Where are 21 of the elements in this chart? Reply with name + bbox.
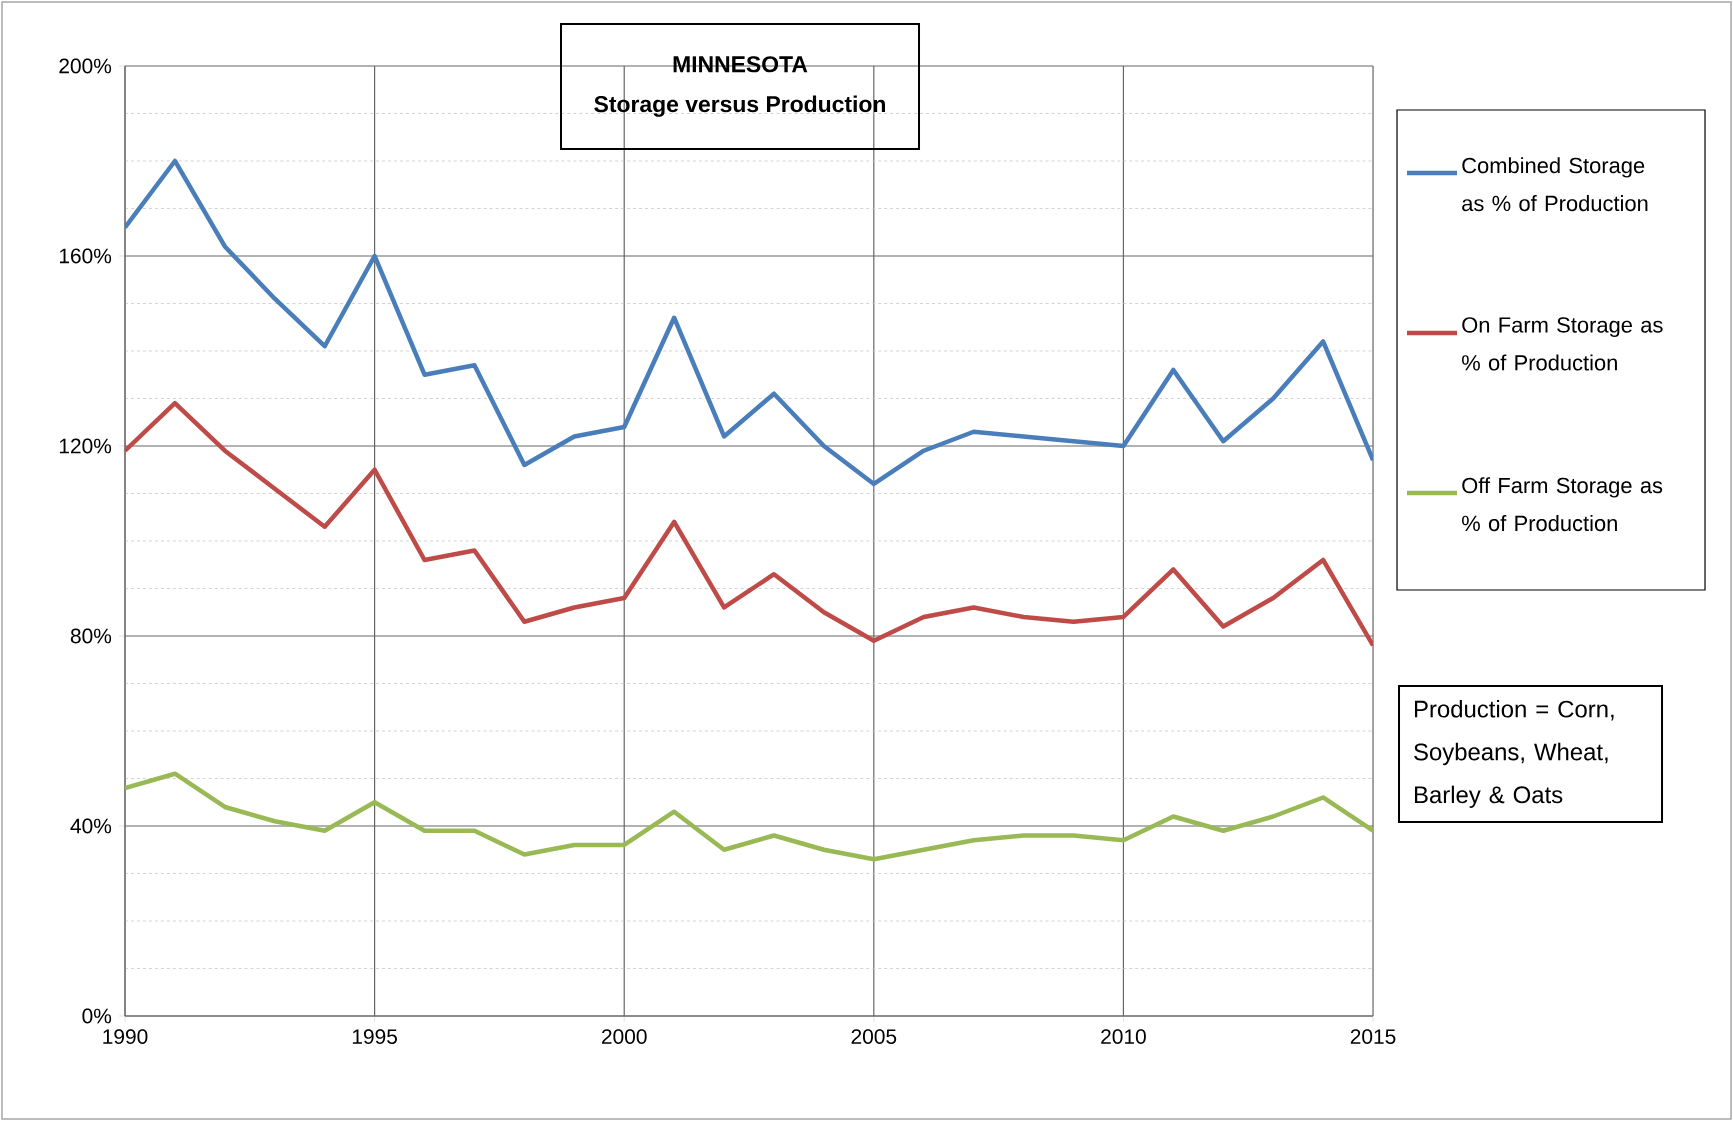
y-tick-label: 0%: [82, 1008, 112, 1024]
chart-title: MINNESOTA: [673, 56, 808, 73]
text: Production = Corn, Soybeans, Wheat, Barley & Oats: [1414, 699, 1614, 808]
text: Storage versus Production: [594, 95, 885, 117]
x-tick-label: 2010: [1101, 1029, 1146, 1044]
legend-label: Combined Storage as % of Production: [1462, 157, 1648, 212]
y-tick-label: 40%: [70, 818, 112, 834]
line-series: [125, 158, 1374, 487]
x-tick-label: 1990: [103, 1029, 148, 1044]
y-tick-label: 160%: [59, 248, 112, 264]
legend-label: Off Farm Storage as % of Production: [1462, 477, 1663, 532]
x-tick-label: 2005: [851, 1029, 897, 1044]
y-tick-label: 120%: [59, 438, 112, 454]
legend-label: On Farm Storage as % of Production: [1462, 317, 1663, 371]
y-tick-label: 80%: [70, 628, 112, 644]
y-tick-label: 200%: [59, 58, 112, 74]
x-tick-label: 2015: [1350, 1029, 1396, 1044]
x-tick-label: 1995: [352, 1029, 397, 1044]
line-series: [125, 400, 1374, 648]
x-tick-label: 2000: [601, 1029, 647, 1044]
line-series: [125, 771, 1374, 862]
